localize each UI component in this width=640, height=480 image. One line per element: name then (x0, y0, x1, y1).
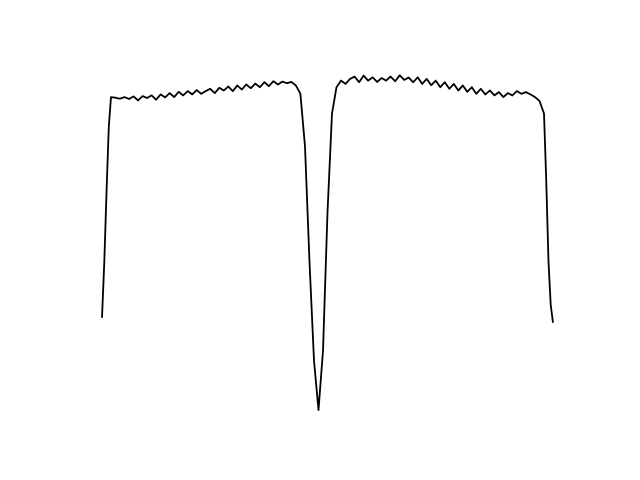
plot-area (101, 74, 554, 411)
series-line-0 (101, 74, 554, 411)
